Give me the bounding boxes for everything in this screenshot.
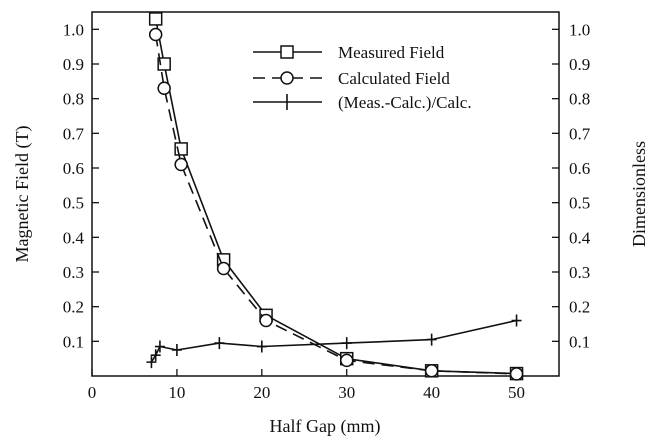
y-right-tick-label: 0.4 [569,228,591,247]
ratio-point [171,344,182,356]
x-axis-label: Half Gap (mm) [270,416,381,437]
legend-item-calculated: Calculated Field [253,69,450,88]
measured-field-point [157,57,171,71]
x-tick-label: 40 [423,383,440,402]
calculated-field-line [154,34,517,375]
y-left-tick-label: 0.1 [63,332,84,351]
y-left-tick-label: 0.4 [63,228,85,247]
plot-frame [91,11,560,377]
y-axis-right-label: Dimensionless [629,141,649,247]
legend: Measured Field Calculated Field (Meas.-C… [253,43,472,112]
legend-item-ratio: (Meas.-Calc.)/Calc. [253,93,472,112]
y-right-tick-label: 0.7 [569,124,591,143]
x-tick-label: 30 [338,383,355,402]
ratio-point [256,340,267,353]
ratio-point [150,349,161,362]
x-tick-label: 10 [168,383,185,402]
y-right-tick-label: 0.1 [569,332,590,351]
calculated-field-point [259,313,273,328]
x-tick-label: 50 [508,383,525,402]
ratio-point [426,333,437,346]
y-axis-left-ticks: 0.1 0.2 0.3 0.4 0.5 0.6 0.7 0.8 0.9 1.0 [63,20,99,351]
ratio-point [511,314,522,327]
legend-label-ratio: (Meas.-Calc.)/Calc. [338,93,472,112]
measured-field-line [154,18,517,375]
x-tick-label: 20 [253,383,270,402]
y-right-tick-label: 0.2 [569,298,590,317]
y-right-tick-label: 0.8 [569,90,590,109]
ratio-point [154,340,165,353]
y-left-tick-label: 0.3 [63,263,84,282]
measured-field-point [148,12,163,26]
legend-label-calculated: Calculated Field [338,69,450,88]
y-left-tick-label: 0.8 [63,90,84,109]
series-layer [146,12,524,381]
y-left-tick-label: 0.6 [63,159,84,178]
legend-label-measured: Measured Field [338,43,445,62]
y-left-tick-label: 1.0 [63,20,84,39]
calculated-field-point [174,157,188,172]
calculated-field-point [157,81,171,96]
y-right-tick-label: 0.6 [569,159,590,178]
y-axis-left-label: Magnetic Field (T) [12,126,33,263]
calculated-field-point [339,353,354,368]
y-right-tick-label: 1.0 [569,20,590,39]
y-axis-right-ticks: 0.1 0.2 0.3 0.4 0.5 0.6 0.7 0.8 0.9 1.0 [552,20,591,351]
ratio-line [150,319,517,363]
legend-circle-marker [280,71,294,85]
calculated-field-point [424,364,439,378]
y-left-tick-label: 0.2 [63,298,84,317]
y-right-tick-label: 0.5 [569,194,590,213]
ratio-point [341,337,352,350]
x-axis-ticks: 0 10 20 30 40 50 [88,369,525,402]
y-right-tick-label: 0.9 [569,55,590,74]
y-right-tick-label: 0.3 [569,263,590,282]
y-left-tick-label: 0.5 [63,194,84,213]
ratio-point [146,356,157,369]
calculated-field-point [509,367,524,381]
x-tick-label: 0 [88,383,97,402]
legend-item-measured: Measured Field [253,43,445,62]
calculated-field-point [148,27,163,42]
calculated-field-point [216,261,231,276]
legend-square-marker [280,45,294,59]
y-left-tick-label: 0.9 [63,55,84,74]
y-left-tick-label: 0.7 [63,124,85,143]
ratio-point [214,337,225,350]
